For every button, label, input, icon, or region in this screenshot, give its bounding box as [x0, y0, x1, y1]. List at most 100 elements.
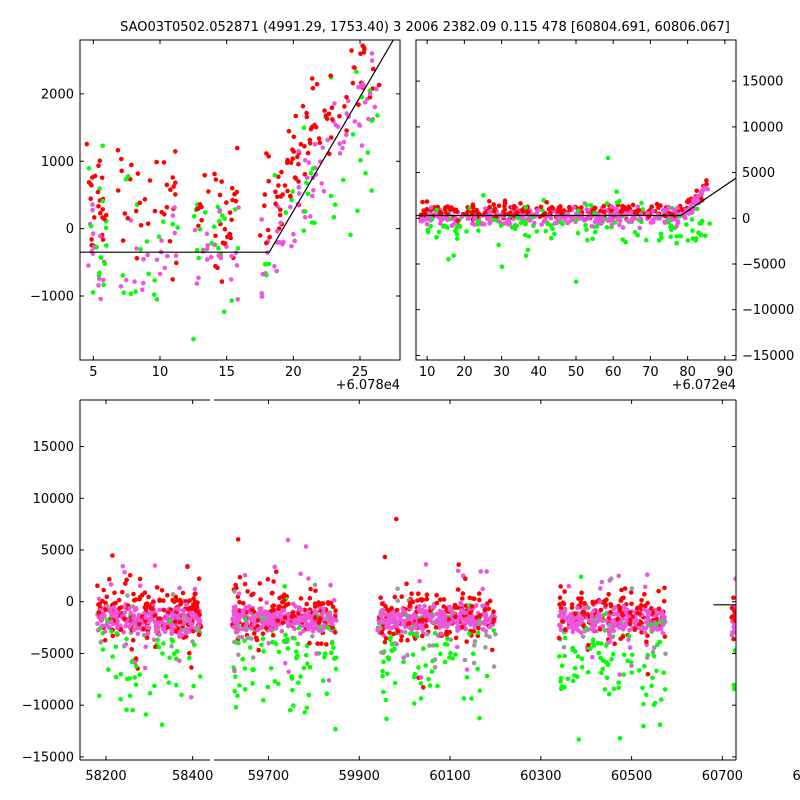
- data-point: [732, 686, 736, 692]
- data-point: [472, 639, 478, 644]
- data-point: [108, 582, 114, 587]
- data-point: [483, 645, 488, 650]
- data-point: [491, 617, 497, 622]
- data-point: [311, 188, 316, 193]
- data-point: [232, 207, 238, 212]
- data-point: [266, 178, 272, 184]
- data-point: [259, 609, 264, 615]
- data-point: [236, 652, 241, 658]
- data-point: [265, 577, 271, 582]
- data-point: [563, 214, 569, 219]
- data-point: [525, 247, 531, 253]
- data-point: [605, 155, 611, 161]
- data-point: [159, 722, 165, 727]
- data-point: [634, 606, 640, 611]
- data-point: [630, 614, 635, 619]
- x-tick-label: 50: [568, 365, 585, 380]
- data-point: [98, 255, 103, 260]
- data-point: [325, 137, 330, 143]
- data-point: [260, 271, 266, 277]
- data-point: [424, 596, 430, 602]
- data-point: [320, 678, 326, 684]
- data-point: [749, 656, 754, 661]
- data-point: [493, 632, 498, 637]
- data-point: [542, 211, 548, 216]
- data-point: [764, 645, 769, 650]
- data-point: [383, 697, 389, 703]
- data-point: [167, 239, 173, 244]
- data-point: [418, 681, 424, 686]
- data-point: [620, 634, 626, 639]
- data-point: [640, 626, 645, 631]
- data-point: [379, 611, 385, 617]
- y-tick-label: −10000: [742, 303, 794, 318]
- data-point: [170, 592, 176, 597]
- data-point: [290, 687, 295, 693]
- data-point: [97, 626, 103, 631]
- data-point: [265, 684, 271, 690]
- data-point: [290, 156, 296, 161]
- data-point: [329, 618, 335, 624]
- data-point: [217, 218, 222, 224]
- data-point: [296, 611, 301, 616]
- data-point: [143, 644, 148, 650]
- data-point: [448, 620, 453, 625]
- data-point: [197, 674, 203, 679]
- data-point: [213, 233, 218, 239]
- data-point: [192, 214, 197, 219]
- data-point: [234, 145, 240, 151]
- data-point: [293, 113, 299, 119]
- data-point: [590, 654, 595, 660]
- data-point: [466, 631, 472, 636]
- data-point: [561, 685, 567, 690]
- data-point: [189, 665, 194, 670]
- data-point: [88, 196, 93, 201]
- data-point: [121, 630, 126, 635]
- data-point: [146, 625, 152, 631]
- data-point: [100, 237, 106, 242]
- data-point: [416, 665, 421, 670]
- data-point: [378, 595, 383, 600]
- data-point: [196, 632, 202, 637]
- data-point: [277, 212, 283, 218]
- data-point: [314, 651, 319, 656]
- data-point: [469, 211, 475, 216]
- data-point: [640, 207, 645, 212]
- data-point: [656, 606, 662, 612]
- data-point: [424, 206, 430, 212]
- data-point: [659, 612, 665, 617]
- data-point: [566, 614, 571, 620]
- data-point: [374, 86, 379, 92]
- data-point: [89, 182, 94, 188]
- data-point: [259, 217, 265, 222]
- data-point: [301, 665, 307, 671]
- data-point: [97, 233, 103, 239]
- data-point: [761, 622, 766, 627]
- data-point: [604, 675, 610, 681]
- data-point: [384, 716, 389, 722]
- data-point: [674, 217, 679, 222]
- data-point: [649, 204, 655, 209]
- data-point: [133, 663, 139, 669]
- data-point: [438, 651, 443, 657]
- data-point: [115, 188, 121, 193]
- data-point: [387, 630, 392, 635]
- data-point: [759, 657, 764, 662]
- data-point: [273, 641, 279, 646]
- data-point: [417, 604, 422, 609]
- data-point: [601, 203, 607, 209]
- data-point: [278, 207, 283, 212]
- data-point: [557, 623, 563, 629]
- data-point: [487, 598, 493, 604]
- data-point: [276, 681, 281, 687]
- data-point: [236, 640, 241, 646]
- data-point: [310, 628, 316, 634]
- data-point: [637, 225, 642, 231]
- data-point: [399, 612, 405, 617]
- data-point: [395, 628, 401, 634]
- data-point: [177, 658, 182, 664]
- data-point: [635, 204, 641, 210]
- data-point: [322, 622, 327, 628]
- data-point: [761, 613, 766, 618]
- data-points: [95, 553, 204, 727]
